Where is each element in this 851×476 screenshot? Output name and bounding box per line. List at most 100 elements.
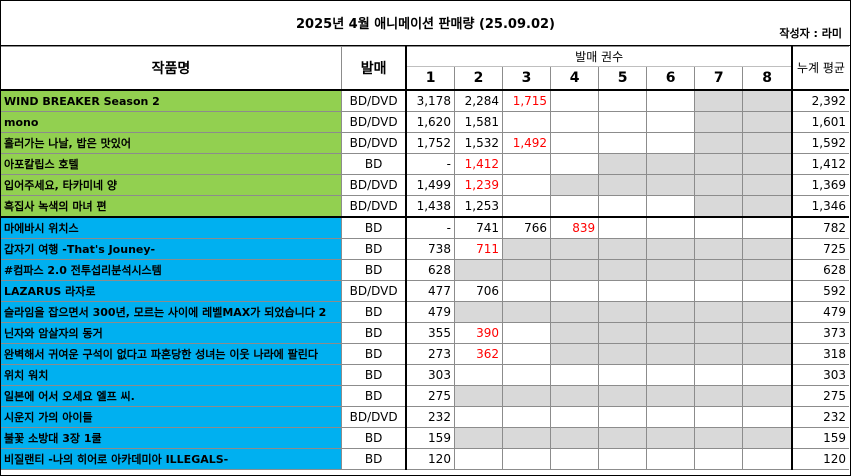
header-volumes-group[interactable]: 발매 권수: [405, 46, 793, 67]
volume-3-sales-cell[interactable]: [501, 280, 552, 302]
volume-5-sales-cell[interactable]: [598, 153, 648, 175]
volume-2-sales-cell[interactable]: 711: [453, 238, 504, 260]
volume-2-sales-cell[interactable]: [453, 406, 504, 428]
work-title-cell[interactable]: 비질랜티 -나의 히어로 아카데미아 ILLEGALS-: [1, 448, 342, 470]
volume-8-sales-cell[interactable]: [742, 153, 793, 175]
volume-6-sales-cell[interactable]: [646, 301, 696, 323]
volume-1-sales-cell[interactable]: 1,499: [405, 174, 455, 196]
volume-2-sales-cell[interactable]: [453, 301, 504, 323]
volume-6-sales-cell[interactable]: [646, 427, 696, 449]
volume-3-sales-cell[interactable]: [501, 364, 552, 386]
work-title-cell[interactable]: 슬라임을 잡으면서 300년, 모르는 사이에 레벨MAX가 되었습니다 2: [1, 301, 342, 323]
volume-8-sales-cell[interactable]: [742, 259, 793, 281]
average-cell[interactable]: 1,369: [790, 174, 849, 196]
work-title-cell[interactable]: 닌자와 암살자의 동거: [1, 322, 342, 344]
volume-1-sales-cell[interactable]: 628: [405, 259, 455, 281]
volume-6-sales-cell[interactable]: [646, 174, 696, 196]
volume-4-sales-cell[interactable]: [550, 406, 600, 428]
volume-3-sales-cell[interactable]: [501, 301, 552, 323]
volume-4-sales-cell[interactable]: [550, 111, 600, 133]
header-volume-7[interactable]: 7: [694, 66, 744, 91]
header-volume-3[interactable]: 3: [501, 66, 552, 91]
format-cell[interactable]: BD: [340, 322, 408, 344]
volume-7-sales-cell[interactable]: [694, 364, 744, 386]
volume-2-sales-cell[interactable]: 1,532: [453, 132, 504, 154]
volume-6-sales-cell[interactable]: [646, 448, 696, 470]
volume-8-sales-cell[interactable]: [742, 448, 793, 470]
volume-2-sales-cell[interactable]: [453, 259, 504, 281]
volume-1-sales-cell[interactable]: 273: [405, 343, 455, 365]
average-cell[interactable]: 1,592: [790, 132, 849, 154]
volume-5-sales-cell[interactable]: [598, 238, 648, 260]
work-title-cell[interactable]: 시운지 가의 아이들: [1, 406, 342, 428]
volume-7-sales-cell[interactable]: [694, 153, 744, 175]
work-title-cell[interactable]: 위치 워치: [1, 364, 342, 386]
volume-6-sales-cell[interactable]: [646, 153, 696, 175]
volume-5-sales-cell[interactable]: [598, 89, 648, 112]
volume-1-sales-cell[interactable]: 120: [405, 448, 455, 470]
average-cell[interactable]: 303: [790, 364, 849, 386]
volume-6-sales-cell[interactable]: [646, 238, 696, 260]
volume-7-sales-cell[interactable]: [694, 301, 744, 323]
format-cell[interactable]: BD: [340, 364, 408, 386]
volume-7-sales-cell[interactable]: [694, 216, 744, 239]
volume-6-sales-cell[interactable]: [646, 111, 696, 133]
average-cell[interactable]: 275: [790, 385, 849, 407]
format-cell[interactable]: BD/DVD: [340, 132, 408, 154]
volume-3-sales-cell[interactable]: [501, 153, 552, 175]
volume-8-sales-cell[interactable]: [742, 89, 793, 112]
volume-6-sales-cell[interactable]: [646, 89, 696, 112]
volume-2-sales-cell[interactable]: 390: [453, 322, 504, 344]
volume-2-sales-cell[interactable]: 2,284: [453, 89, 504, 112]
volume-2-sales-cell[interactable]: [453, 385, 504, 407]
format-cell[interactable]: BD: [340, 153, 408, 175]
volume-8-sales-cell[interactable]: [742, 343, 793, 365]
work-title-cell[interactable]: WIND BREAKER Season 2: [1, 89, 342, 112]
volume-2-sales-cell[interactable]: [453, 427, 504, 449]
header-volume-4[interactable]: 4: [550, 66, 600, 91]
average-cell[interactable]: 1,601: [790, 111, 849, 133]
work-title-cell[interactable]: 흑집사 녹색의 마녀 편: [1, 195, 342, 218]
format-cell[interactable]: BD: [340, 301, 408, 323]
volume-4-sales-cell[interactable]: [550, 238, 600, 260]
volume-8-sales-cell[interactable]: [742, 427, 793, 449]
volume-8-sales-cell[interactable]: [742, 364, 793, 386]
volume-5-sales-cell[interactable]: [598, 301, 648, 323]
volume-3-sales-cell[interactable]: 766: [501, 216, 552, 239]
volume-8-sales-cell[interactable]: [742, 322, 793, 344]
volume-4-sales-cell[interactable]: [550, 132, 600, 154]
volume-8-sales-cell[interactable]: [742, 238, 793, 260]
volume-7-sales-cell[interactable]: [694, 132, 744, 154]
volume-8-sales-cell[interactable]: [742, 385, 793, 407]
volume-7-sales-cell[interactable]: [694, 406, 744, 428]
volume-3-sales-cell[interactable]: [501, 448, 552, 470]
format-cell[interactable]: BD: [340, 448, 408, 470]
header-average[interactable]: 누계 평균: [790, 46, 849, 91]
header-volume-5[interactable]: 5: [598, 66, 648, 91]
volume-7-sales-cell[interactable]: [694, 195, 744, 218]
volume-5-sales-cell[interactable]: [598, 343, 648, 365]
header-format[interactable]: 발매: [340, 46, 408, 91]
volume-2-sales-cell[interactable]: 1,239: [453, 174, 504, 196]
volume-4-sales-cell[interactable]: [550, 195, 600, 218]
volume-6-sales-cell[interactable]: [646, 343, 696, 365]
volume-3-sales-cell[interactable]: [501, 343, 552, 365]
format-cell[interactable]: BD/DVD: [340, 195, 408, 218]
average-cell[interactable]: 2,392: [790, 89, 849, 112]
volume-8-sales-cell[interactable]: [742, 111, 793, 133]
volume-1-sales-cell[interactable]: 355: [405, 322, 455, 344]
volume-3-sales-cell[interactable]: 1,492: [501, 132, 552, 154]
volume-4-sales-cell[interactable]: 839: [550, 216, 600, 239]
volume-2-sales-cell[interactable]: 706: [453, 280, 504, 302]
volume-4-sales-cell[interactable]: [550, 259, 600, 281]
volume-5-sales-cell[interactable]: [598, 448, 648, 470]
volume-6-sales-cell[interactable]: [646, 406, 696, 428]
volume-1-sales-cell[interactable]: 3,178: [405, 89, 455, 112]
format-cell[interactable]: BD: [340, 216, 408, 239]
volume-7-sales-cell[interactable]: [694, 280, 744, 302]
volume-4-sales-cell[interactable]: [550, 280, 600, 302]
volume-8-sales-cell[interactable]: [742, 301, 793, 323]
volume-6-sales-cell[interactable]: [646, 195, 696, 218]
volume-1-sales-cell[interactable]: 275: [405, 385, 455, 407]
volume-1-sales-cell[interactable]: -: [405, 216, 455, 239]
